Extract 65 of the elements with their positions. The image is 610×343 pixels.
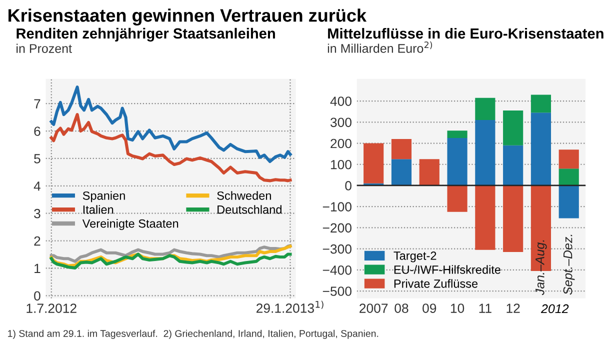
bar: [558, 168, 579, 186]
x-tick-label: 09: [422, 304, 436, 313]
bar: [391, 139, 412, 160]
legend-label: Private Zuflüsse: [394, 279, 478, 288]
bar: [475, 185, 496, 250]
bar: [530, 94, 552, 113]
y-tick-label: −300: [322, 244, 352, 254]
y-tick-label: 400: [330, 96, 352, 106]
y-tick-label: 6: [34, 126, 40, 136]
x-tick-label: Jan.–Aug.: [536, 240, 547, 296]
line-series: [50, 252, 292, 270]
y-tick-label: −100: [322, 202, 352, 212]
x-tick-label: Sept.–Dez.: [563, 234, 575, 295]
y-tick-label: 4: [34, 182, 41, 191]
text: Krisenstaaten gewinnen Vertrauen zurück: [8, 8, 367, 26]
y-tick-label: −400: [322, 265, 352, 275]
chart-subtitle: in Milliarden Euro$^{2)}$: [328, 41, 432, 53]
chart-subtitle: in Prozent: [16, 44, 72, 53]
y-tick-label: 3: [34, 208, 40, 218]
bar: [391, 159, 412, 186]
line-series: [50, 86, 292, 164]
y-tick-label: 300: [330, 118, 352, 128]
bar: [447, 130, 468, 138]
legend-label: Deutschland: [218, 205, 282, 214]
bar: [447, 185, 468, 212]
bar: [475, 98, 496, 120]
bar: [419, 159, 440, 186]
legend-label: Schweden: [217, 191, 271, 200]
bar: [503, 145, 524, 186]
y-tick-label: 0: [34, 291, 40, 301]
legend-label: Vereinigte Staaten: [82, 219, 178, 230]
x-tick-label: 1.7.2012: [26, 304, 76, 313]
y-tick-label: 2: [34, 236, 40, 246]
x-tick-label: 08: [394, 304, 408, 313]
text: 2012: [540, 304, 569, 314]
bar: [447, 138, 468, 186]
bar: [503, 110, 524, 146]
legend-label: Spanien: [82, 191, 125, 202]
x-tick-label: 10: [450, 304, 464, 313]
x-tick-label: 2007: [360, 304, 388, 313]
y-tick-label: 7: [34, 99, 40, 108]
bar: [503, 185, 524, 252]
chart-title: Renditen zehnjähriger Staatsanleihen: [16, 28, 275, 42]
x-tick-label: 12: [506, 304, 520, 313]
x-tick-label: 29.1.2013$^{1)}$: [256, 300, 324, 313]
chart-title: Mittelzuflüsse in die Euro-Krisenstaaten: [328, 28, 604, 39]
bar: [558, 185, 579, 218]
line-series: [50, 113, 292, 182]
bar: [475, 120, 496, 186]
text: 1) Stand am 29.1. im Tagesverlauf. 2) Griechenland, Irland, Italien, Portugal, Spanien.: [8, 330, 378, 339]
y-tick-label: 5: [34, 154, 40, 164]
y-tick-label: 100: [330, 160, 352, 170]
y-tick-label: −200: [322, 223, 352, 233]
y-tick-label: 200: [330, 138, 352, 148]
legend-label: Target-2: [394, 252, 436, 262]
y-tick-label: −500: [322, 286, 352, 296]
x-tick-label: 11: [479, 304, 492, 313]
bar: [364, 143, 384, 184]
legend-label: EU-/IWF-Hilfskredite: [394, 265, 500, 274]
bar: [530, 112, 552, 186]
legend-label: Italien: [83, 205, 114, 214]
y-tick-label: 0: [345, 181, 352, 190]
line-series: [50, 244, 292, 263]
bar: [558, 150, 579, 169]
y-tick-label: 1: [34, 264, 40, 274]
